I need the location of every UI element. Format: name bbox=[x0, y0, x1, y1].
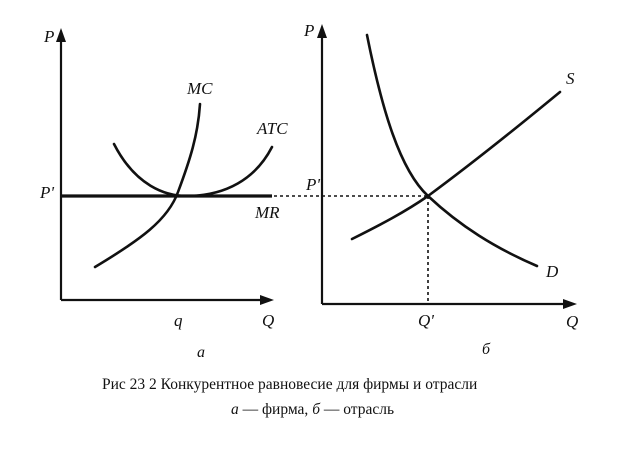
industry-panel-sublabel: б bbox=[482, 341, 491, 358]
supply-label: S bbox=[566, 69, 575, 88]
figure-caption-line1: Рис 23 2 Конкурентное равновесие для фир… bbox=[102, 376, 477, 393]
firm-x-axis-label: Q bbox=[262, 311, 274, 330]
firm-price-label: P' bbox=[39, 183, 54, 202]
industry-y-axis-label: P bbox=[303, 21, 314, 40]
industry-x-arrow-icon bbox=[563, 299, 577, 309]
firm-x-arrow-icon bbox=[260, 295, 274, 305]
caption-a-letter: а bbox=[231, 401, 239, 418]
atc-label: ATC bbox=[256, 119, 288, 138]
demand-curve bbox=[365, 33, 539, 268]
industry-x-axis-label: Q bbox=[566, 312, 578, 331]
caption-a-text: — фирма, bbox=[239, 401, 312, 418]
panel-firm: P Q P' q MR ATC MC а bbox=[39, 27, 288, 361]
industry-price-label: P' bbox=[305, 175, 320, 194]
firm-y-axis-label: P bbox=[43, 27, 54, 46]
figure-caption-line2: а — фирма, б — отрасль bbox=[231, 401, 394, 418]
panel-industry: P Q P' Q' D S б bbox=[303, 21, 578, 358]
firm-y-arrow-icon bbox=[56, 28, 66, 42]
firm-panel-sublabel: а bbox=[197, 344, 205, 361]
industry-y-arrow-icon bbox=[317, 24, 327, 38]
atc-curve bbox=[112, 142, 274, 198]
mc-label: MC bbox=[186, 79, 213, 98]
firm-quantity-label: q bbox=[174, 311, 183, 330]
caption-b-text: — отрасль bbox=[320, 401, 394, 418]
supply-curve bbox=[350, 90, 562, 241]
industry-quantity-label: Q' bbox=[418, 311, 434, 330]
demand-label: D bbox=[545, 262, 559, 281]
mr-label: MR bbox=[254, 203, 280, 222]
mc-curve bbox=[93, 102, 202, 269]
caption-b-letter: б bbox=[312, 401, 321, 418]
